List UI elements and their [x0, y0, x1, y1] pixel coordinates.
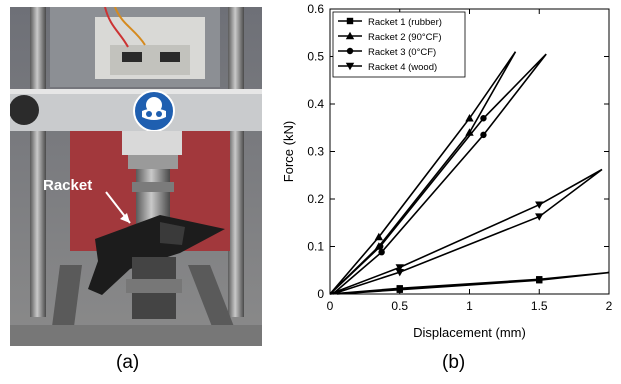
x-axis-label: Displacement (mm)	[413, 325, 526, 340]
y-tick-label: 0.4	[307, 97, 324, 111]
x-tick-label: 0.5	[391, 299, 408, 313]
force-displacement-chart: 0 0.5 1 1.5 2 0 0.1 0.2 0.3 0.4 0.5 0.6 Racket 1 (ru…	[270, 0, 621, 350]
chart-plot-area: 0 0.5 1 1.5 2 0 0.1 0.2 0.3 0.4 0.5 0.6 Racket 1 (ru…	[307, 2, 612, 313]
y-tick-label: 0.1	[307, 240, 324, 254]
y-tick-label: 0.3	[307, 145, 324, 159]
series-3-point	[378, 249, 384, 255]
legend-entry: Racket 2 (90°CF)	[368, 32, 442, 43]
legend-marker	[347, 18, 353, 24]
y-tick-label: 0.6	[307, 2, 324, 16]
racket-label: Racket	[43, 177, 92, 194]
series-3-point	[377, 243, 383, 249]
test-rig-photo: Racket	[10, 7, 262, 346]
legend-entry: Racket 1 (rubber)	[368, 17, 442, 28]
safety-goggles-icon	[134, 91, 174, 131]
x-tick-label: 2	[606, 299, 613, 313]
series-3-point	[480, 115, 486, 121]
y-tick-label: 0.2	[307, 192, 324, 206]
caption-b: (b)	[442, 352, 465, 374]
y-tick-label: 0.5	[307, 50, 324, 64]
series-3-point	[480, 132, 486, 138]
series-line-4	[330, 170, 602, 295]
series-1-point	[397, 287, 403, 293]
y-tick-label: 0	[317, 287, 324, 301]
legend-entry: Racket 4 (wood)	[368, 62, 437, 73]
legend-marker	[347, 48, 353, 54]
x-tick-label: 0	[327, 299, 334, 313]
series-line-3	[330, 54, 546, 294]
caption-a: (a)	[116, 352, 139, 374]
legend-entry: Racket 3 (0°CF)	[368, 47, 436, 58]
x-tick-label: 1	[466, 299, 473, 313]
y-axis-label: Force (kN)	[281, 121, 296, 182]
x-tick-label: 1.5	[531, 299, 548, 313]
series-1-point	[536, 277, 542, 283]
